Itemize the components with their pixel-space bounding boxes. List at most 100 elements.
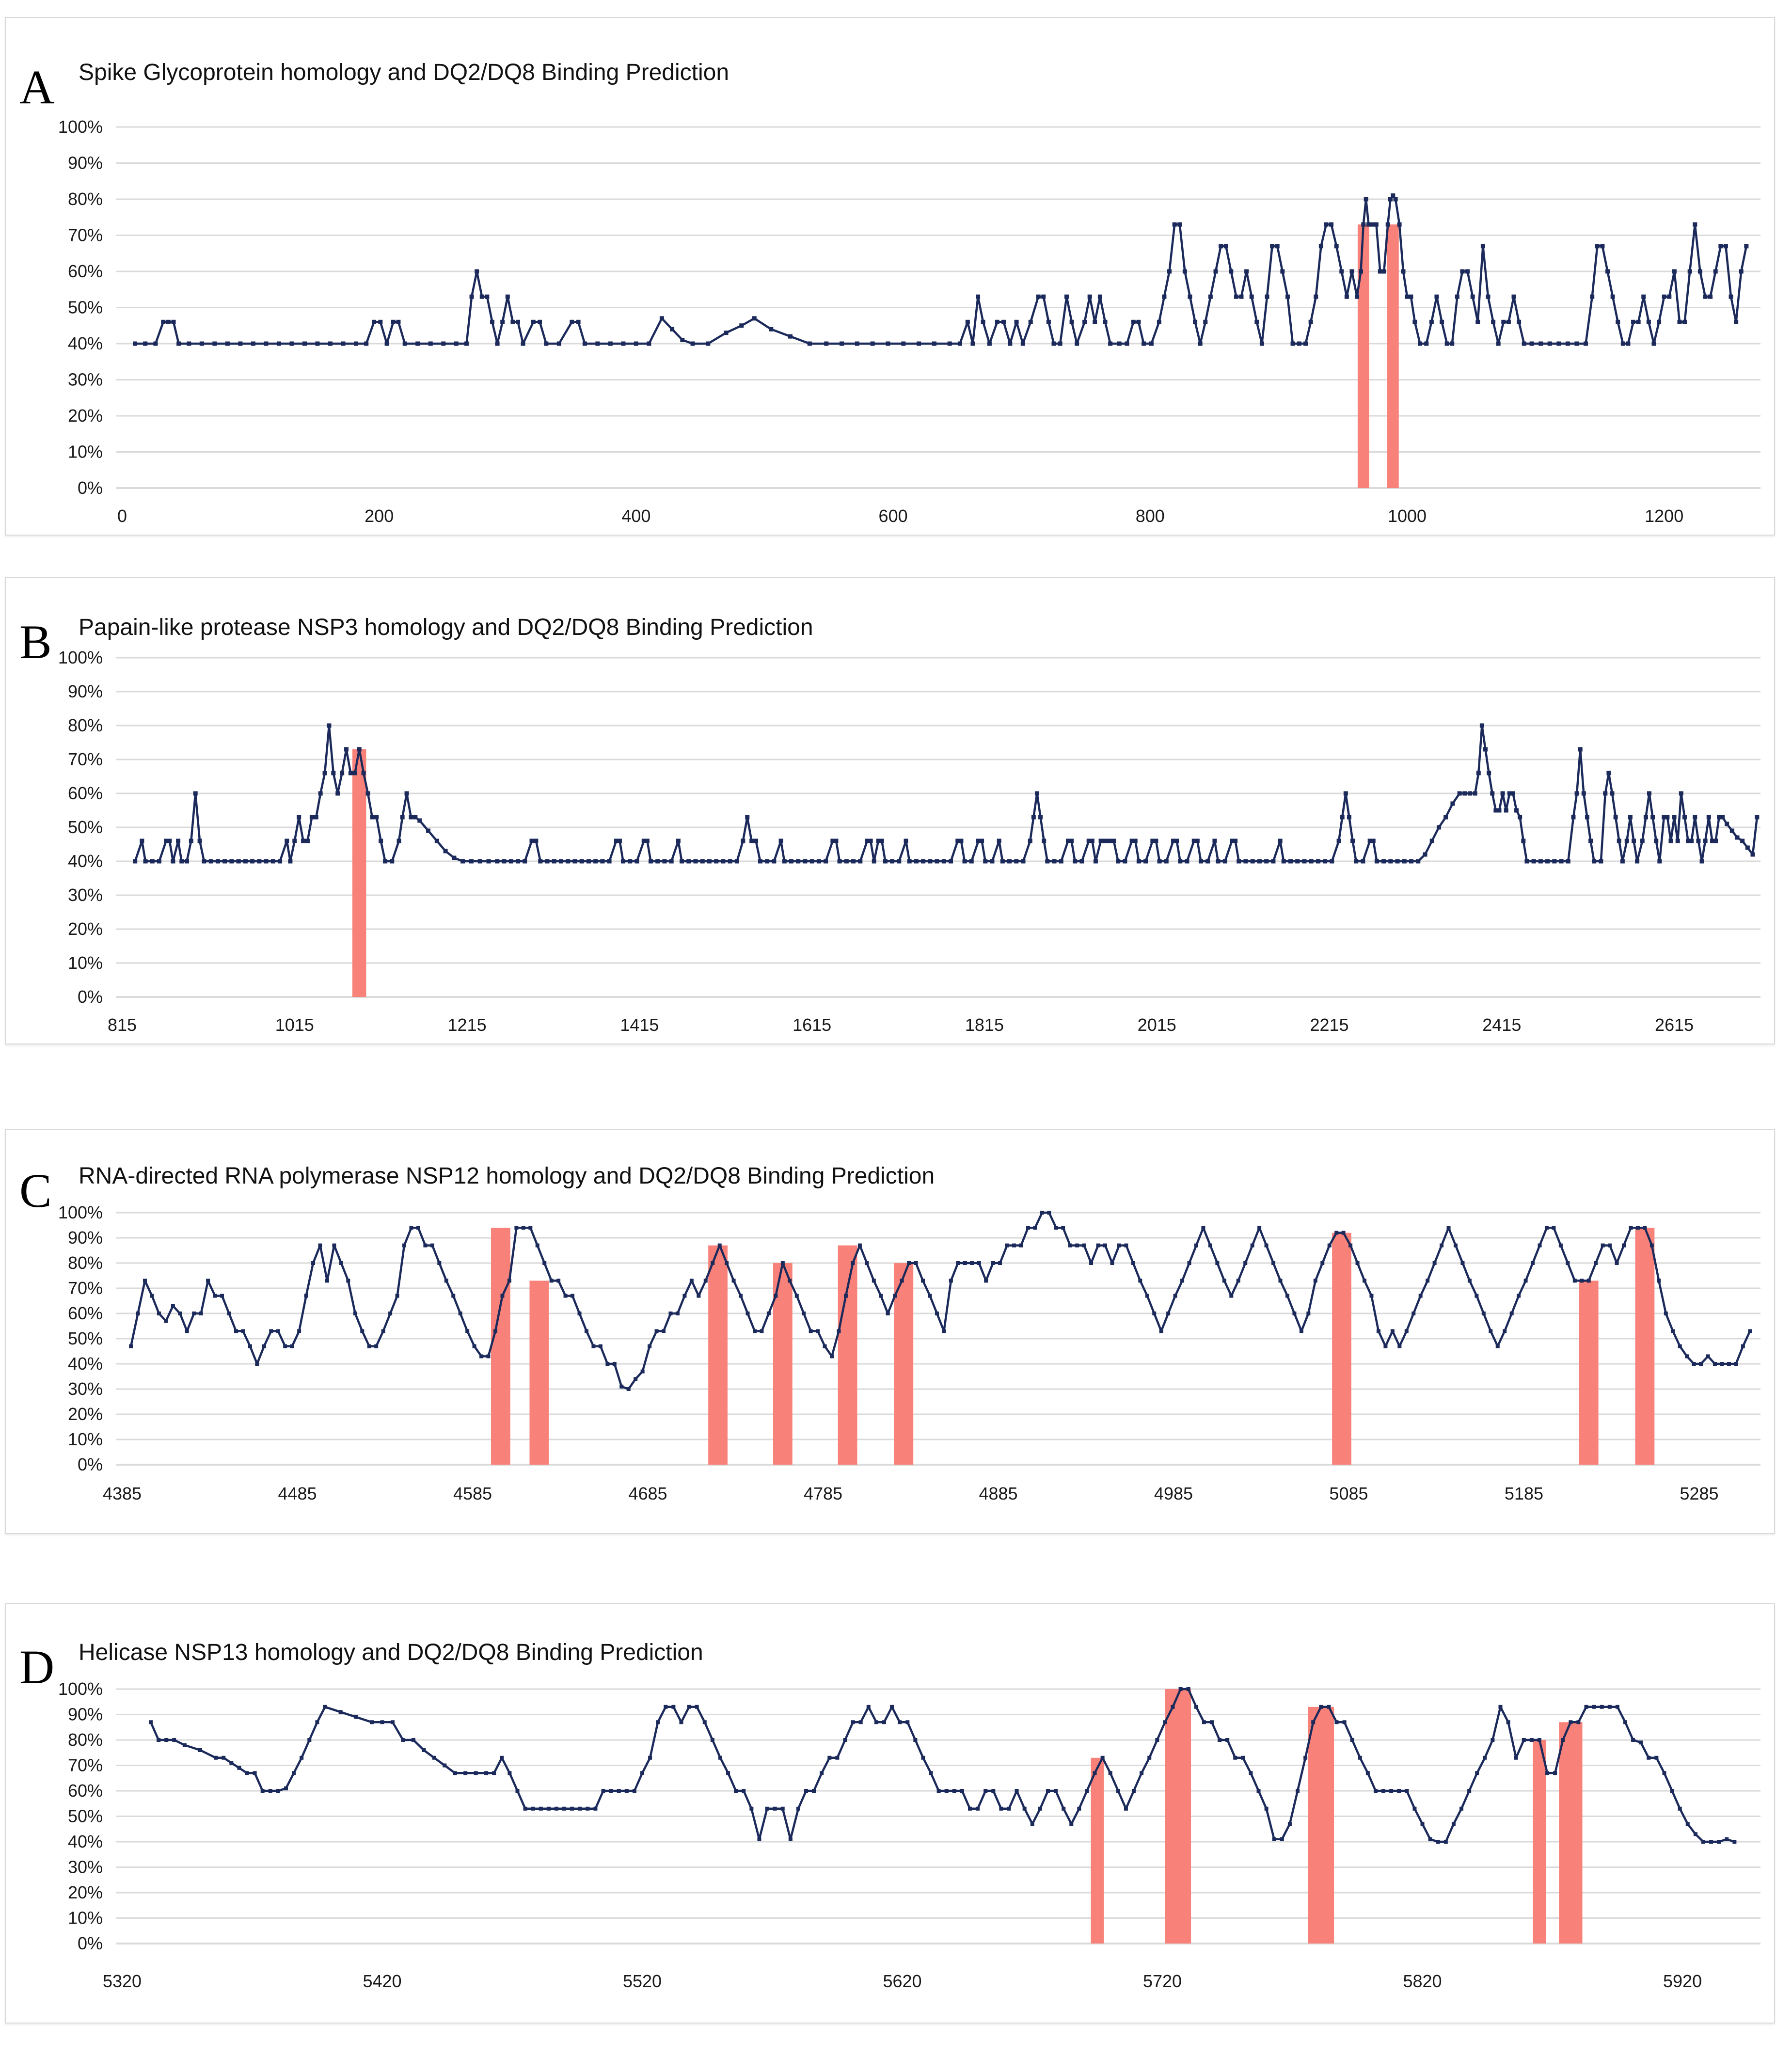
data-point-marker: [579, 859, 584, 864]
data-point-marker: [327, 723, 332, 728]
data-point-marker: [570, 1806, 574, 1811]
data-point-marker: [1405, 1789, 1409, 1793]
data-point-marker: [866, 1705, 871, 1709]
data-point-marker: [1391, 193, 1396, 198]
data-point-marker: [465, 1329, 470, 1333]
data-point-marker: [1209, 1720, 1214, 1724]
data-point-marker: [332, 1243, 336, 1248]
data-point-marker: [1636, 319, 1641, 324]
data-point-marker: [199, 341, 204, 346]
x-axis-tick-label: 5185: [1505, 1484, 1543, 1503]
data-point-marker: [1706, 1354, 1710, 1359]
data-point-marker: [772, 859, 777, 864]
data-point-marker: [1257, 859, 1262, 864]
chart-panel-a: 100% 90% 80% 70% 60% 50% 40% 30% 20% 10% 0% 0 200 400…: [5, 17, 1775, 536]
data-point-marker: [980, 838, 984, 843]
data-point-marker: [789, 859, 793, 864]
data-point-marker: [1428, 1837, 1432, 1841]
data-point-marker: [529, 838, 534, 843]
data-point-marker: [264, 341, 269, 346]
data-point-marker: [1040, 1211, 1044, 1215]
data-point-marker: [1363, 1279, 1367, 1283]
data-point-marker: [1544, 1226, 1549, 1230]
data-point-marker: [1600, 1705, 1604, 1709]
binding-prediction-bar: [1533, 1740, 1546, 1944]
data-point-marker: [1745, 845, 1750, 850]
data-point-marker: [929, 1771, 933, 1775]
data-point-marker: [857, 1243, 862, 1248]
data-point-marker: [1150, 838, 1155, 843]
data-point-marker: [823, 1344, 827, 1348]
data-point-marker: [409, 1226, 413, 1230]
data-point-marker: [1343, 791, 1348, 796]
data-point-marker: [1744, 244, 1749, 249]
data-point-marker: [318, 791, 323, 796]
data-point-marker: [1062, 1806, 1066, 1811]
data-point-marker: [1561, 1738, 1565, 1742]
data-point-marker: [1239, 294, 1244, 299]
data-point-marker: [1285, 1294, 1289, 1298]
data-point-marker: [1334, 1231, 1339, 1235]
data-point-marker: [153, 341, 158, 346]
data-point-marker: [1481, 1312, 1486, 1315]
data-point-marker: [1734, 319, 1739, 324]
data-point-marker: [1154, 838, 1158, 843]
data-point-marker: [1650, 815, 1655, 820]
data-point-marker: [1237, 859, 1241, 864]
chart-panel-b: 100% 90% 80% 70% 60% 50% 40% 30% 20% 10% 0% 815 1015…: [5, 577, 1775, 1044]
y-axis-tick-label: 50%: [68, 1806, 103, 1826]
data-point-marker: [1657, 319, 1662, 324]
data-point-marker: [1129, 838, 1134, 843]
y-axis-tick-label: 90%: [68, 681, 103, 701]
x-axis-tick-label: 1000: [1388, 506, 1427, 526]
data-point-marker: [726, 1771, 730, 1775]
data-point-marker: [346, 1279, 350, 1283]
data-point-marker: [1125, 341, 1129, 346]
data-point-marker: [1678, 1806, 1682, 1811]
data-point-marker: [1444, 341, 1449, 346]
data-point-marker: [1594, 1261, 1598, 1265]
data-point-marker: [1713, 838, 1718, 843]
data-point-marker: [745, 815, 750, 820]
data-point-marker: [213, 1294, 217, 1298]
data-point-marker: [1566, 1261, 1570, 1265]
data-point-marker: [1257, 1226, 1262, 1230]
data-point-marker: [479, 294, 484, 299]
data-point-marker: [1553, 1771, 1557, 1775]
data-point-marker: [680, 859, 684, 864]
data-point-marker: [1264, 1806, 1269, 1811]
data-point-marker: [365, 791, 370, 796]
data-point-marker: [1133, 838, 1138, 843]
data-point-marker: [1355, 1261, 1360, 1265]
y-axis-tick-label: 10%: [68, 953, 103, 973]
data-point-marker: [150, 859, 155, 864]
data-point-marker: [1586, 1279, 1591, 1283]
data-point-marker: [1725, 822, 1729, 826]
data-point-marker: [411, 1738, 415, 1742]
data-point-marker: [897, 859, 902, 864]
data-point-marker: [1610, 791, 1615, 796]
data-point-marker: [493, 1329, 497, 1333]
data-point-marker: [1675, 838, 1680, 843]
data-point-marker: [290, 1344, 294, 1348]
data-point-marker: [315, 341, 320, 346]
data-point-marker: [641, 838, 646, 843]
data-point-marker: [1504, 808, 1508, 813]
data-point-marker: [552, 859, 556, 864]
data-point-marker: [1615, 1705, 1619, 1709]
data-point-marker: [515, 1789, 520, 1793]
y-axis-tick-label: 20%: [68, 406, 103, 426]
data-point-marker: [1629, 1226, 1633, 1230]
data-point-marker: [571, 1294, 575, 1298]
data-point-marker: [1489, 1329, 1493, 1333]
data-point-marker: [314, 815, 318, 820]
data-point-marker: [428, 341, 433, 346]
x-axis-tick-label: 600: [879, 506, 908, 526]
data-point-marker: [268, 1789, 272, 1793]
binding-prediction-bar: [894, 1263, 914, 1465]
data-point-marker: [1628, 815, 1633, 820]
data-point-marker: [766, 1312, 771, 1315]
data-point-marker: [353, 1312, 357, 1315]
data-point-marker: [886, 341, 890, 346]
data-point-marker: [1020, 341, 1025, 346]
